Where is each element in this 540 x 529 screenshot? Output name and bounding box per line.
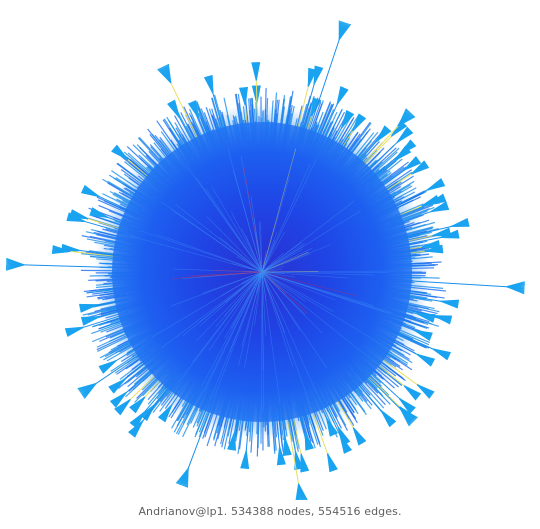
graph-core-lines — [122, 148, 395, 415]
graph-caption: Andrianov@lp1. 534388 nodes, 554516 edge… — [138, 505, 402, 518]
network-graph — [5, 20, 526, 500]
